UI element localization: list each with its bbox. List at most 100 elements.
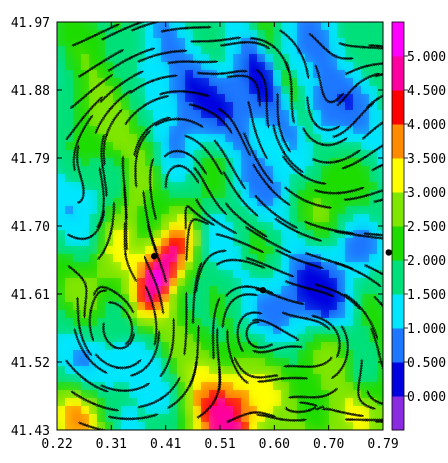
- field-cell: [305, 206, 314, 215]
- field-cell: [233, 150, 242, 159]
- field-cell: [89, 118, 98, 127]
- field-cell: [97, 22, 106, 31]
- field-cell: [377, 126, 383, 135]
- field-cell: [321, 38, 330, 47]
- field-cell: [337, 150, 346, 159]
- field-cell: [281, 126, 290, 135]
- field-cell: [249, 62, 258, 71]
- field-cell: [361, 118, 370, 127]
- field-cell: [241, 22, 250, 31]
- field-cell: [57, 22, 66, 31]
- field-cell: [145, 70, 154, 79]
- field-cell: [265, 78, 274, 87]
- field-cell: [89, 54, 98, 63]
- field-cell: [193, 38, 202, 47]
- field-cell: [105, 166, 114, 175]
- field-cell: [353, 54, 362, 63]
- field-cell: [273, 150, 282, 159]
- field-cell: [121, 158, 130, 167]
- field-cell: [129, 110, 138, 119]
- field-cell: [185, 70, 194, 79]
- field-cell: [345, 46, 354, 55]
- field-cell: [377, 174, 383, 183]
- field-cell: [147, 430, 154, 437]
- field-cell: [169, 78, 178, 87]
- field-cell: [57, 126, 66, 135]
- field-cell: [73, 30, 82, 39]
- field-cell: [145, 174, 154, 183]
- field-cell: [145, 38, 154, 47]
- field-cell: [141, 430, 148, 437]
- field-cell: [185, 94, 194, 103]
- field-cell: [257, 182, 266, 191]
- field-cell: [249, 30, 258, 39]
- field-cell: [297, 118, 306, 127]
- field-cell: [377, 110, 383, 119]
- field-cell: [387, 430, 394, 437]
- field-cell: [265, 126, 274, 135]
- field-cell: [265, 62, 274, 71]
- field-cell: [233, 166, 242, 175]
- field-cell: [193, 126, 202, 135]
- field-cell: [217, 206, 226, 215]
- field-cell: [353, 38, 362, 47]
- field-cell: [89, 158, 98, 167]
- field-cell: [201, 38, 210, 47]
- field-cell: [217, 182, 226, 191]
- field-cell: [273, 118, 282, 127]
- field-cell: [329, 22, 338, 31]
- field-cell: [321, 430, 328, 437]
- field-cell: [201, 22, 210, 31]
- field-cell: [201, 110, 210, 119]
- field-cell: [345, 166, 354, 175]
- field-cell: [65, 30, 74, 39]
- field-cell: [209, 54, 218, 63]
- field-cell: [57, 110, 66, 119]
- field-cell: [121, 70, 130, 79]
- field-cell: [137, 214, 146, 223]
- field-cell: [297, 62, 306, 71]
- field-cell: [169, 102, 178, 111]
- field-cell: [129, 198, 138, 207]
- field-cell: [329, 102, 338, 111]
- field-cell: [201, 190, 210, 199]
- field-cell: [297, 430, 304, 437]
- field-cell: [337, 198, 346, 207]
- field-cell: [185, 118, 194, 127]
- field-cell: [217, 54, 226, 63]
- field-cell: [225, 30, 234, 39]
- field-cell: [377, 102, 383, 111]
- field-cell: [297, 174, 306, 183]
- field-cell: [145, 166, 154, 175]
- field-cell: [345, 62, 354, 71]
- field-cell: [105, 46, 114, 55]
- field-cell: [281, 190, 290, 199]
- field-cell: [153, 174, 162, 183]
- field-cell: [57, 94, 66, 103]
- field-cell: [177, 214, 186, 223]
- field-cell: [353, 22, 362, 31]
- field-cell: [129, 182, 138, 191]
- field-cell: [129, 126, 138, 135]
- field-cell: [113, 94, 122, 103]
- field-cell: [201, 126, 210, 135]
- field-cell: [321, 134, 330, 143]
- field-cell: [161, 126, 170, 135]
- field-cell: [81, 158, 90, 167]
- field-cell: [233, 94, 242, 103]
- field-cell: [217, 86, 226, 95]
- field-cell: [381, 430, 388, 437]
- field-cell: [201, 94, 210, 103]
- field-cell: [369, 94, 378, 103]
- field-cell: [89, 22, 98, 31]
- field-cell: [357, 430, 364, 437]
- field-cell: [73, 86, 82, 95]
- field-cell: [73, 78, 82, 87]
- field-cell: [193, 166, 202, 175]
- field-cell: [113, 126, 122, 135]
- field-cell: [313, 126, 322, 135]
- field-cell: [161, 206, 170, 215]
- field-cell: [361, 30, 370, 39]
- field-cell: [329, 38, 338, 47]
- field-cell: [201, 62, 210, 71]
